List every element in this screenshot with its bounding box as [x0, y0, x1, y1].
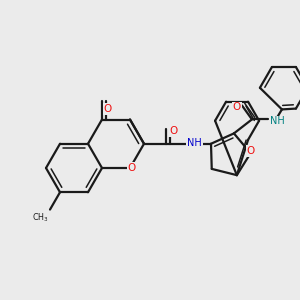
Text: CH$_3$: CH$_3$: [32, 212, 49, 224]
Text: NH: NH: [187, 138, 202, 148]
Text: NH: NH: [270, 116, 285, 126]
Text: O: O: [246, 146, 255, 156]
Text: O: O: [104, 104, 112, 114]
Text: O: O: [128, 163, 136, 173]
Text: O: O: [169, 126, 177, 136]
Text: O: O: [233, 102, 241, 112]
